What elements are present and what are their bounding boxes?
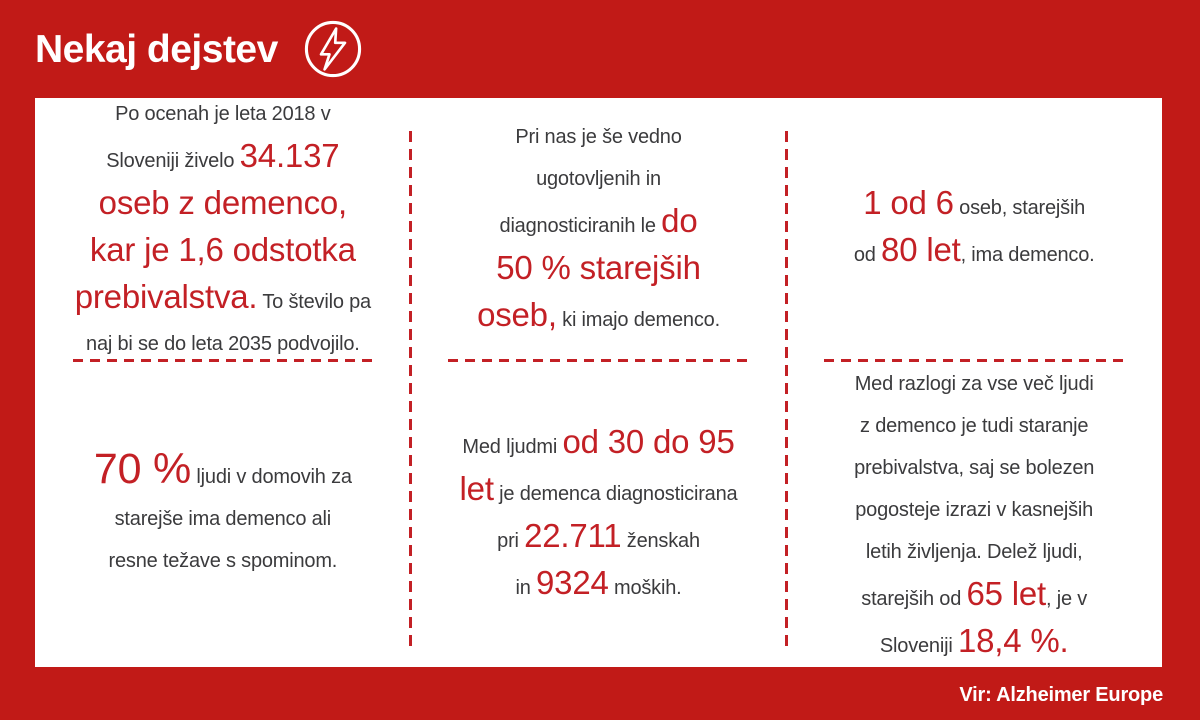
text-segment: To število pa xyxy=(257,290,371,313)
text-segment: , je v xyxy=(1046,587,1088,610)
text-segment: z demenco je tudi staranje xyxy=(860,414,1089,437)
fact-3-bottom-text: Med razlogi za vse več ljudi z demenco je… xyxy=(854,363,1094,667)
dashed-divider-horizontal xyxy=(823,359,1125,362)
text-segment: 9324 xyxy=(536,563,609,601)
dashed-divider-horizontal xyxy=(448,359,749,362)
text-segment: oseb z demenco, xyxy=(98,183,348,221)
text-segment: 22.711 xyxy=(524,516,622,554)
text-segment: je demenca diagnosticirana xyxy=(493,482,738,505)
fact-block: 70 % ljudi v domovih za starejše ima deme… xyxy=(35,362,411,667)
text-segment: 34.137 xyxy=(239,136,340,174)
header: Nekaj dejstev xyxy=(35,16,364,82)
fact-block: Med ljudmi od 30 do 95 let je demenca dia… xyxy=(411,362,787,667)
text-segment: Sloveniji xyxy=(879,634,958,657)
text-segment: starejše ima demenco ali xyxy=(114,507,332,530)
text-segment: Po ocenah je leta 2018 v xyxy=(115,102,331,125)
text-segment: letih življenja. Delež ljudi, xyxy=(865,540,1083,563)
lightning-bolt-icon xyxy=(302,18,364,80)
text-segment: let xyxy=(459,469,494,507)
text-segment: resne težave s spominom. xyxy=(108,549,338,572)
text-segment: ženskah xyxy=(621,529,700,552)
text-segment: od 30 do 95 xyxy=(562,422,735,460)
text-segment: kar je 1,6 odstotka xyxy=(89,230,356,268)
text-segment: Sloveniji živelo xyxy=(106,149,240,172)
fact-column-3: 1 od 6 oseb, starejših od 80 let, ima dem… xyxy=(784,98,1162,667)
fact-column-2: Pri nas je še vedno ugotovljenih in diagno… xyxy=(409,98,787,667)
text-segment: oseb, xyxy=(477,296,557,333)
fact-1-top-text: Po ocenah je leta 2018 v Sloveniji živelo… xyxy=(75,93,371,365)
dashed-divider-horizontal xyxy=(72,359,374,362)
text-segment: Med ljudmi xyxy=(462,435,563,458)
fact-block: 1 od 6 oseb, starejših od 80 let, ima dem… xyxy=(786,98,1162,359)
facts-card: Po ocenah je leta 2018 v Sloveniji živelo… xyxy=(35,98,1162,667)
fact-3-top-text: 1 od 6 oseb, starejših od 80 let, ima dem… xyxy=(854,182,1095,276)
text-segment: oseb, starejših xyxy=(953,196,1086,219)
text-segment: in xyxy=(515,576,537,599)
text-segment: starejših od xyxy=(861,587,967,610)
page-title: Nekaj dejstev xyxy=(35,27,278,71)
text-segment: 70 % xyxy=(93,444,192,493)
text-segment: od xyxy=(853,243,882,266)
fact-column-1: Po ocenah je leta 2018 v Sloveniji živelo… xyxy=(35,98,411,667)
text-segment: 18,4 %. xyxy=(957,621,1069,659)
text-segment: pogosteje izrazi v kasnejših xyxy=(855,498,1094,521)
text-segment: diagnosticiranih le xyxy=(499,215,662,237)
text-segment: 80 let xyxy=(881,230,961,268)
source-credit: Vir: Alzheimer Europe xyxy=(959,684,1163,706)
text-segment: prebivalstva. xyxy=(74,277,258,315)
text-segment: ljudi v domovih za xyxy=(191,465,352,488)
text-segment: Pri nas je še vedno xyxy=(515,126,682,148)
text-segment: Med razlogi za vse več ljudi xyxy=(854,372,1094,395)
text-segment: moških. xyxy=(608,576,682,599)
fact-2-top-text: Pri nas je še vedno ugotovljenih in diagno… xyxy=(477,116,720,341)
text-segment: prebivalstva, saj se bolezen xyxy=(854,456,1095,479)
text-segment: 50 % starejših xyxy=(496,249,701,286)
text-segment: pri xyxy=(497,529,525,552)
fact-2-bottom-text: Med ljudmi od 30 do 95 let je demenca dia… xyxy=(460,421,738,609)
fact-1-bottom-text: 70 % ljudi v domovih za starejše ima deme… xyxy=(93,444,352,582)
text-segment: 65 let xyxy=(966,574,1047,612)
fact-block: Med razlogi za vse več ljudi z demenco je… xyxy=(786,362,1162,667)
text-segment: naj bi se do leta 2035 podvojilo. xyxy=(86,332,360,355)
text-segment: ugotovljenih in xyxy=(536,168,661,190)
text-segment: do xyxy=(661,202,698,239)
text-segment: 1 od 6 xyxy=(863,183,954,221)
fact-block: Po ocenah je leta 2018 v Sloveniji živelo… xyxy=(35,98,411,359)
fact-block: Pri nas je še vedno ugotovljenih in diagno… xyxy=(411,98,787,359)
text-segment: ki imajo demenco. xyxy=(556,309,720,331)
text-segment: , ima demenco. xyxy=(960,243,1095,266)
